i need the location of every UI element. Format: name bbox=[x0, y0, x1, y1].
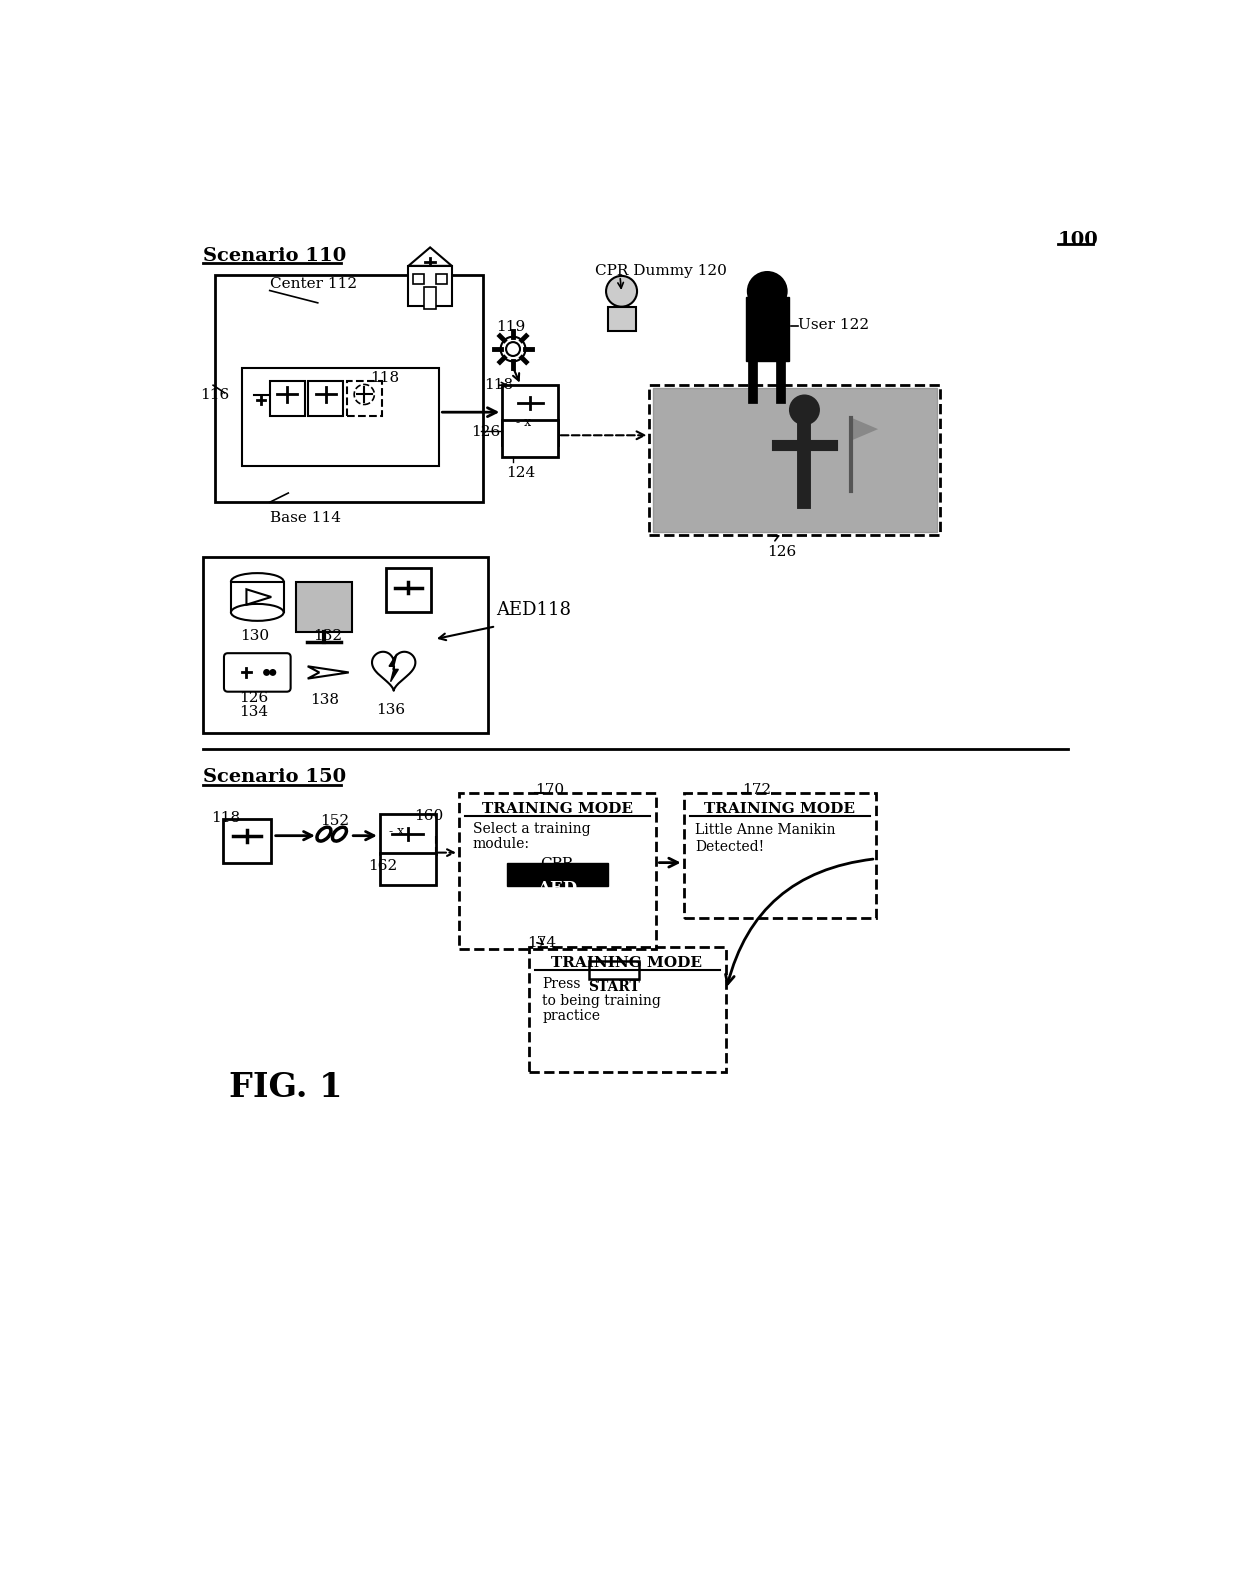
Bar bbox=[242, 367, 439, 466]
Text: Press: Press bbox=[543, 977, 582, 992]
Text: 174: 174 bbox=[527, 937, 556, 949]
Bar bbox=[203, 557, 489, 732]
Text: 138: 138 bbox=[310, 693, 339, 707]
Polygon shape bbox=[851, 417, 878, 441]
Text: 132: 132 bbox=[312, 630, 342, 644]
Text: Scenario 150: Scenario 150 bbox=[203, 768, 346, 785]
Text: to being training: to being training bbox=[543, 993, 661, 1007]
Text: 172: 172 bbox=[743, 784, 771, 798]
Text: 136: 136 bbox=[376, 704, 405, 718]
Text: FIG. 1: FIG. 1 bbox=[228, 1070, 342, 1103]
Text: 119: 119 bbox=[496, 320, 526, 334]
Text: 124: 124 bbox=[506, 466, 536, 480]
Text: 130: 130 bbox=[241, 630, 269, 644]
Text: AED: AED bbox=[537, 880, 578, 897]
Text: - x: - x bbox=[516, 416, 532, 430]
Ellipse shape bbox=[231, 604, 284, 620]
Circle shape bbox=[501, 337, 526, 362]
Circle shape bbox=[322, 595, 335, 608]
Text: 126: 126 bbox=[471, 425, 501, 439]
Bar bbox=[231, 581, 284, 612]
Text: module:: module: bbox=[472, 837, 529, 852]
Bar bbox=[507, 863, 608, 886]
Bar bbox=[301, 586, 347, 626]
Bar bbox=[309, 381, 343, 416]
Circle shape bbox=[319, 593, 332, 608]
Text: 118: 118 bbox=[371, 371, 399, 386]
Text: START: START bbox=[588, 979, 640, 993]
Circle shape bbox=[308, 592, 326, 611]
FancyBboxPatch shape bbox=[224, 653, 290, 691]
Circle shape bbox=[506, 342, 520, 356]
Text: Scenario 110: Scenario 110 bbox=[203, 247, 346, 264]
Text: AED118: AED118 bbox=[496, 601, 570, 619]
Bar bbox=[408, 266, 451, 305]
Text: 116: 116 bbox=[200, 387, 229, 401]
Text: 134: 134 bbox=[238, 705, 268, 719]
Text: CPR Dummy 120: CPR Dummy 120 bbox=[595, 264, 727, 279]
Bar bbox=[652, 389, 937, 532]
Bar bbox=[459, 793, 656, 949]
Bar bbox=[683, 793, 875, 918]
Text: TRAINING MODE: TRAINING MODE bbox=[704, 801, 856, 815]
Text: TRAINING MODE: TRAINING MODE bbox=[552, 955, 703, 970]
Circle shape bbox=[748, 272, 786, 310]
Text: CPR: CPR bbox=[541, 858, 574, 872]
Bar bbox=[745, 297, 789, 360]
Bar bbox=[216, 275, 482, 502]
Polygon shape bbox=[608, 307, 635, 332]
Text: Detected!: Detected! bbox=[696, 839, 764, 853]
Bar bbox=[347, 381, 382, 416]
Bar bbox=[589, 962, 640, 979]
Polygon shape bbox=[389, 653, 398, 682]
Text: 162: 162 bbox=[368, 859, 397, 872]
Text: Little Anne Manikin: Little Anne Manikin bbox=[696, 823, 836, 837]
Circle shape bbox=[263, 669, 270, 675]
Text: 118: 118 bbox=[211, 811, 239, 825]
Text: - x: - x bbox=[389, 825, 404, 837]
Bar bbox=[379, 853, 435, 885]
Circle shape bbox=[269, 669, 277, 675]
Bar bbox=[386, 568, 432, 612]
Circle shape bbox=[606, 275, 637, 307]
Bar bbox=[296, 581, 352, 631]
Bar bbox=[413, 274, 424, 285]
Ellipse shape bbox=[231, 573, 284, 590]
Text: Base 114: Base 114 bbox=[270, 510, 341, 524]
Text: Center 112: Center 112 bbox=[270, 277, 357, 291]
Text: TRAINING MODE: TRAINING MODE bbox=[481, 801, 632, 815]
Circle shape bbox=[326, 595, 337, 606]
Circle shape bbox=[311, 592, 327, 609]
Bar bbox=[650, 386, 940, 535]
Circle shape bbox=[334, 597, 342, 604]
Circle shape bbox=[330, 597, 340, 606]
Bar bbox=[436, 274, 448, 285]
Bar bbox=[223, 818, 272, 864]
Text: Select a training: Select a training bbox=[472, 822, 590, 836]
Text: 100: 100 bbox=[1058, 231, 1099, 249]
Text: practice: practice bbox=[543, 1009, 600, 1023]
Text: User 122: User 122 bbox=[799, 318, 869, 332]
Bar bbox=[424, 288, 436, 309]
Text: 126: 126 bbox=[238, 691, 268, 705]
Text: 118: 118 bbox=[485, 378, 513, 392]
Polygon shape bbox=[408, 247, 451, 266]
Text: 160: 160 bbox=[414, 809, 444, 823]
Text: 170: 170 bbox=[534, 784, 564, 798]
Bar bbox=[502, 420, 558, 456]
Circle shape bbox=[315, 593, 330, 609]
Circle shape bbox=[789, 395, 820, 425]
Bar bbox=[502, 386, 558, 445]
Bar bbox=[379, 814, 435, 855]
Bar bbox=[528, 948, 727, 1072]
Text: 126: 126 bbox=[768, 545, 796, 559]
Text: 152: 152 bbox=[320, 814, 350, 828]
Bar bbox=[270, 381, 305, 416]
